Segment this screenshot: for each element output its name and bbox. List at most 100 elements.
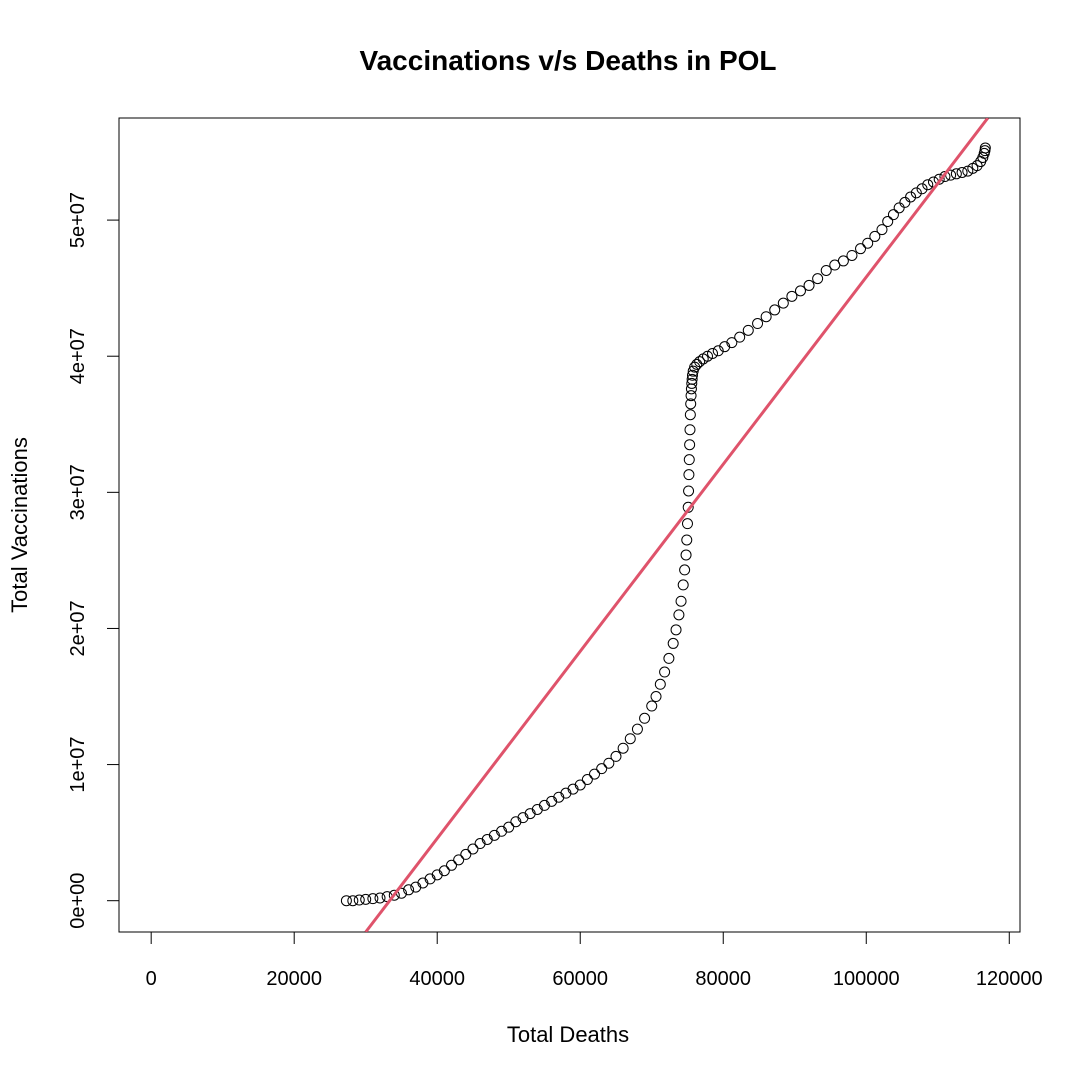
data-point — [680, 549, 692, 561]
data-point — [803, 279, 815, 291]
data-point — [922, 179, 934, 191]
data-point — [683, 454, 695, 466]
data-point — [617, 742, 629, 754]
data-point — [956, 166, 968, 178]
data-point — [686, 377, 698, 389]
data-point — [893, 202, 905, 214]
data-point — [887, 209, 899, 221]
y-tick-label: 1e+07 — [67, 736, 89, 792]
data-point — [589, 768, 601, 780]
data-point — [734, 331, 746, 343]
data-point — [684, 409, 696, 421]
data-point — [950, 168, 962, 180]
data-point — [760, 311, 772, 323]
data-point — [899, 196, 911, 208]
data-point — [686, 373, 698, 385]
data-point — [685, 390, 697, 402]
data-point — [574, 779, 586, 791]
y-tick-label: 3e+07 — [67, 464, 89, 520]
x-tick-label: 0 — [146, 968, 157, 990]
data-point — [654, 678, 666, 690]
data-point — [388, 889, 400, 901]
plot-frame — [118, 117, 1021, 933]
data-point — [684, 439, 696, 451]
data-point — [446, 859, 458, 871]
data-point — [503, 821, 515, 833]
data-point — [438, 865, 450, 877]
data-point — [673, 609, 685, 621]
data-point — [667, 637, 679, 649]
data-point — [675, 595, 687, 607]
data-point — [677, 579, 689, 591]
data-point — [979, 142, 991, 154]
data-point — [837, 255, 849, 267]
x-axis: 0 20000 40000 60000 80000 100000 120000 — [146, 931, 1043, 990]
data-point — [855, 243, 867, 255]
x-tick-label: 60000 — [552, 968, 608, 990]
scatter-points — [340, 142, 991, 907]
data-point — [707, 347, 719, 359]
x-tick-label: 120000 — [976, 968, 1043, 990]
data-point — [367, 893, 379, 905]
data-point — [726, 337, 738, 349]
x-tick-label: 100000 — [833, 968, 900, 990]
fit-line — [364, 118, 990, 932]
data-point — [646, 700, 658, 712]
data-point — [794, 285, 806, 297]
data-point — [663, 652, 675, 664]
y-tick-label: 5e+07 — [67, 192, 89, 248]
x-tick-label: 20000 — [266, 968, 322, 990]
data-point — [631, 723, 643, 735]
data-point — [869, 230, 881, 242]
data-point — [467, 843, 479, 855]
data-point — [752, 318, 764, 330]
x-tick-label: 40000 — [409, 968, 465, 990]
data-point — [374, 892, 386, 904]
x-tick-label: 80000 — [695, 968, 751, 990]
data-point — [769, 304, 781, 316]
data-point — [712, 345, 724, 357]
data-point — [882, 215, 894, 227]
data-point — [683, 469, 695, 481]
data-point — [683, 485, 695, 497]
data-point — [876, 224, 888, 236]
data-point — [610, 750, 622, 762]
data-point — [659, 666, 671, 678]
data-point — [679, 564, 691, 576]
data-point — [624, 733, 636, 745]
data-point — [846, 249, 858, 261]
data-point — [639, 712, 651, 724]
data-point — [820, 264, 832, 276]
data-point — [905, 191, 917, 203]
data-point — [685, 398, 697, 410]
data-point — [340, 895, 352, 907]
data-point — [460, 848, 472, 860]
data-point — [347, 895, 359, 907]
data-point — [681, 534, 693, 546]
data-point — [939, 171, 951, 183]
data-point — [603, 757, 615, 769]
y-tick-label: 2e+07 — [67, 600, 89, 656]
x-axis-label: Total Deaths — [507, 1022, 629, 1047]
data-point — [910, 187, 922, 199]
data-point — [933, 173, 945, 185]
fit-line-group — [364, 118, 990, 932]
data-point — [742, 324, 754, 336]
data-point — [691, 358, 703, 370]
y-tick-label: 4e+07 — [67, 328, 89, 384]
data-point — [581, 774, 593, 786]
data-point — [684, 424, 696, 436]
chart-title: Vaccinations v/s Deaths in POL — [359, 45, 776, 76]
data-point — [786, 290, 798, 302]
data-point — [694, 356, 706, 368]
data-point — [777, 297, 789, 309]
data-point — [353, 894, 365, 906]
data-point — [650, 691, 662, 703]
data-point — [360, 893, 372, 905]
y-axis-label: Total Vaccinations — [7, 437, 32, 613]
y-tick-label: 0e+00 — [67, 873, 89, 929]
data-point — [670, 624, 682, 636]
data-point — [916, 183, 928, 195]
data-point — [686, 369, 698, 381]
